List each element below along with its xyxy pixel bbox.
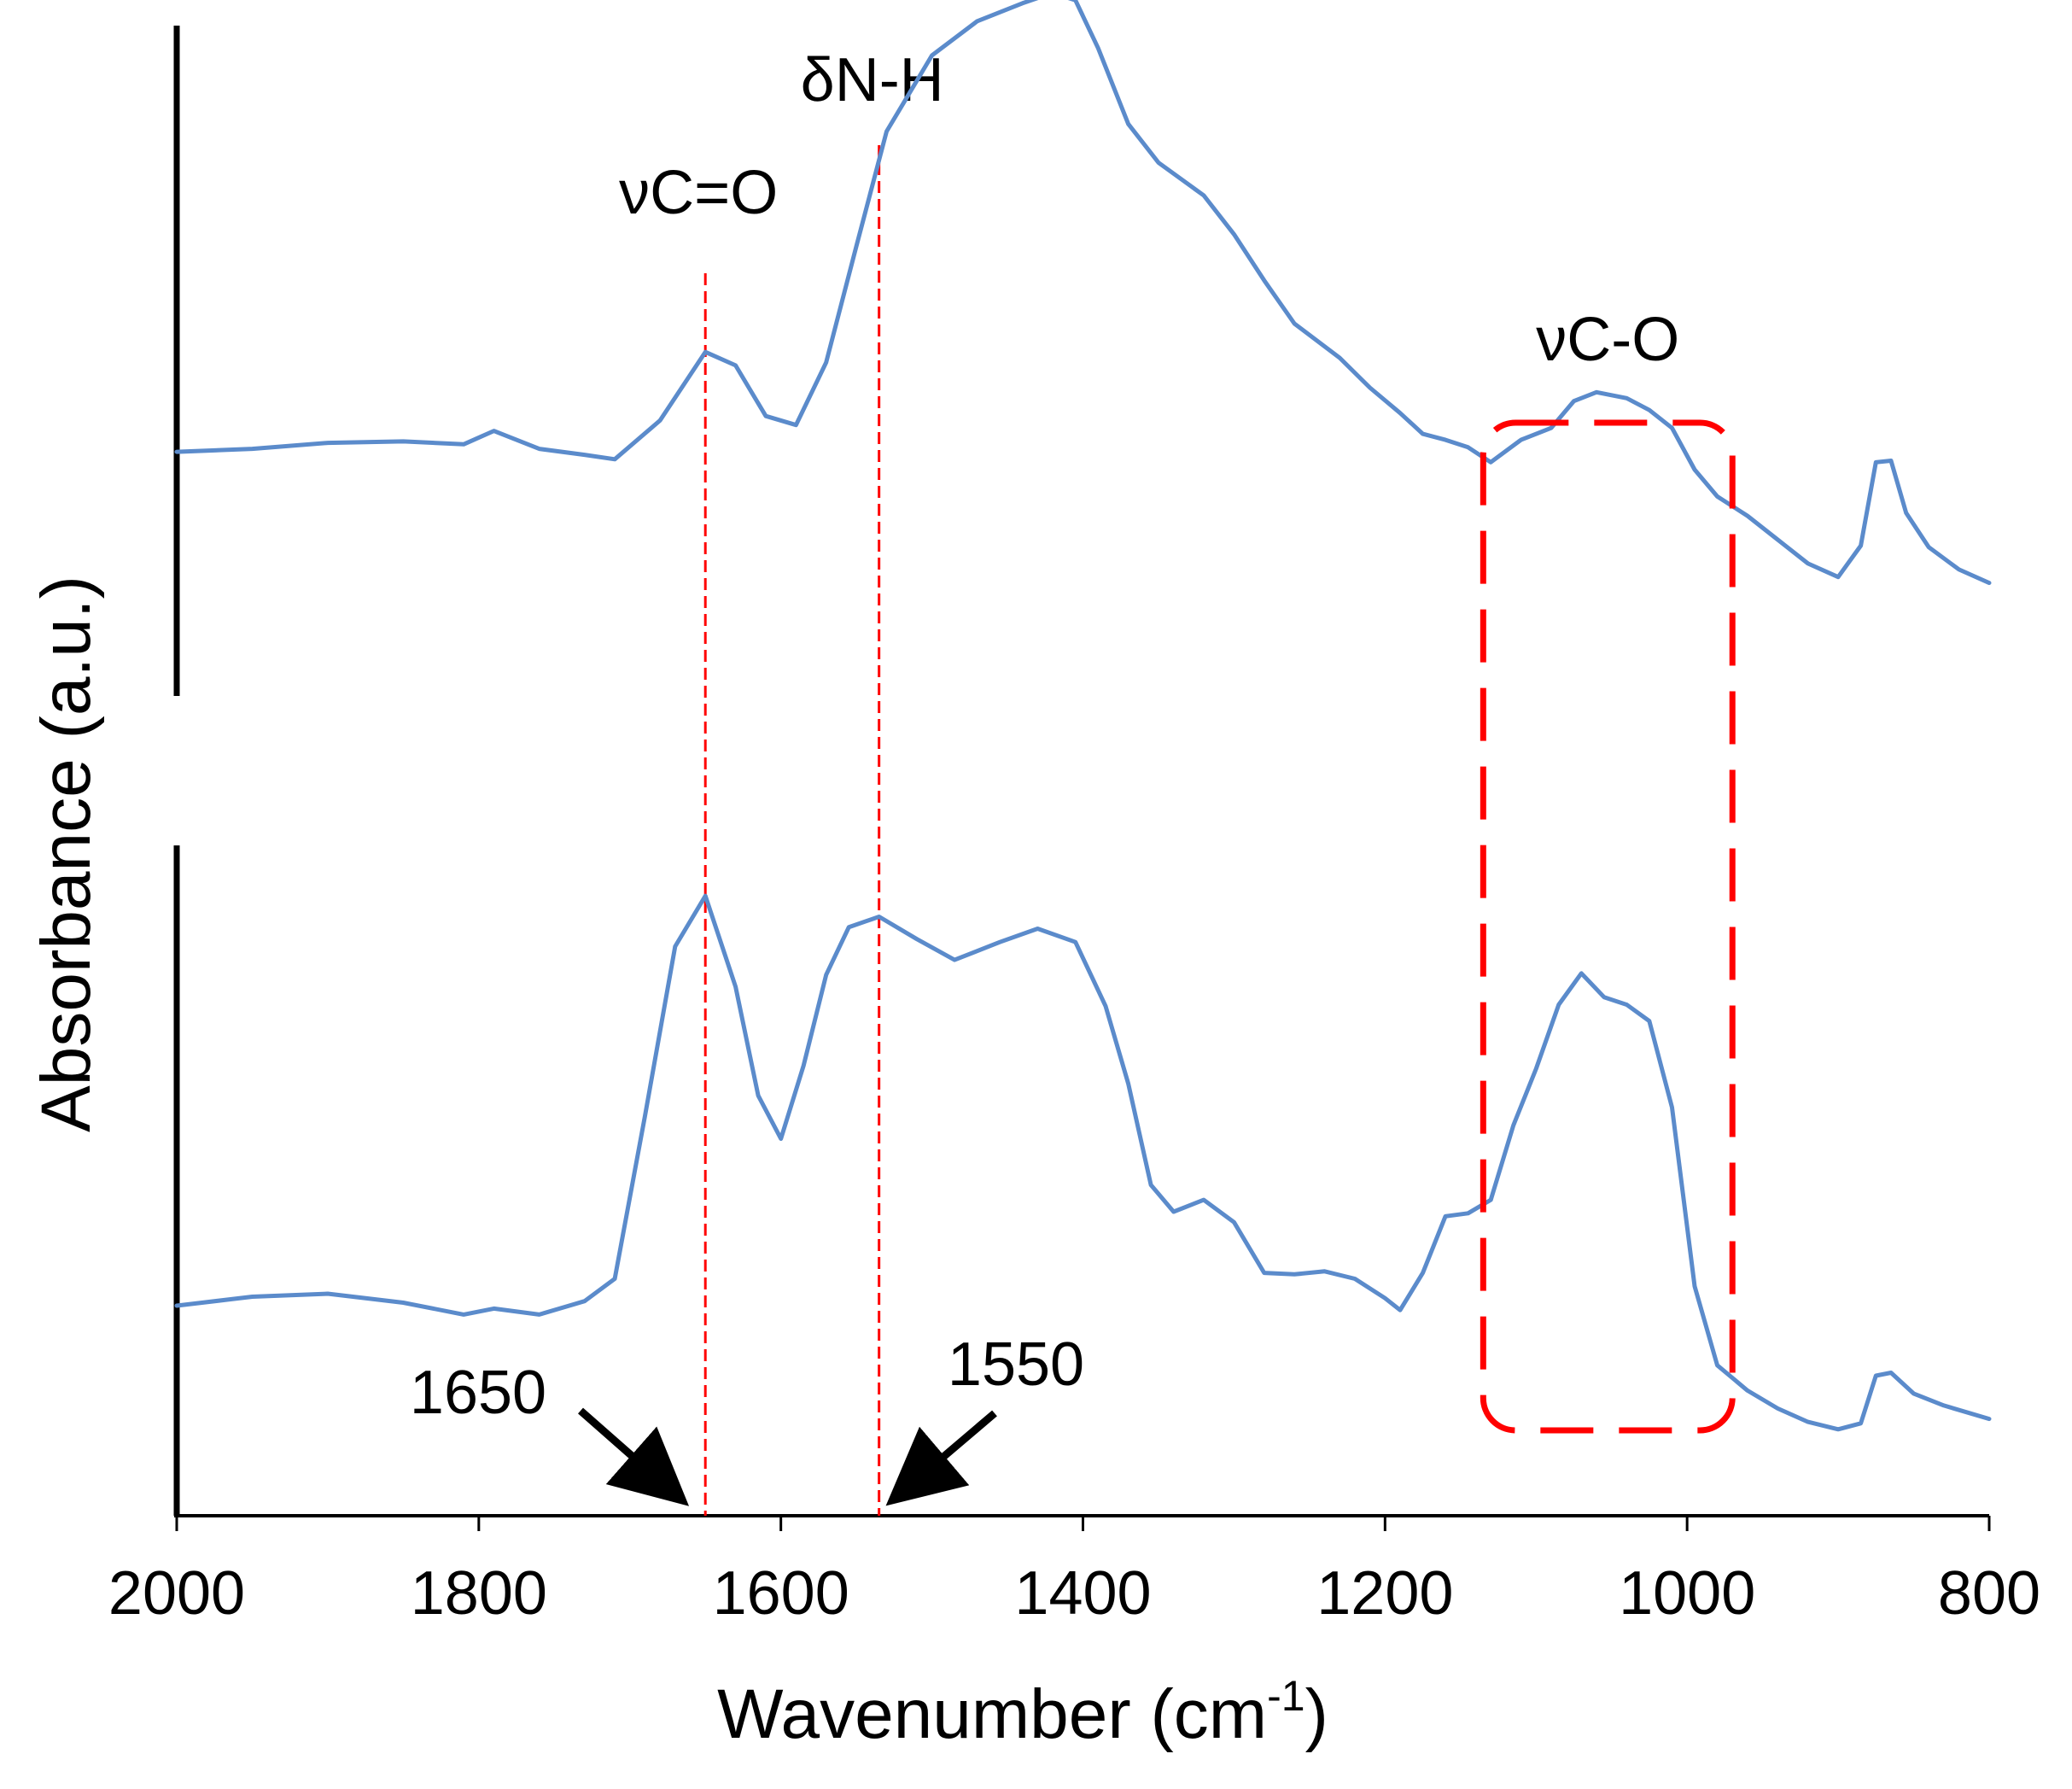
x-axis-title: Wavenumber (cm-1) [717,1672,1328,1753]
arrow-pointer [885,1410,997,1506]
x-tick-label: 1000 [1619,1559,1755,1628]
annotation-line-label: δN-H [801,46,944,114]
annotation-lines: νC=O δN-H [619,46,944,1516]
x-axis-title-close: ) [1305,1675,1328,1753]
annotation-box: νC-O [1480,306,1736,1434]
x-axis-title-main: Wavenumber (cm [717,1675,1267,1753]
annotation-arrows: 1650 1550 [410,1330,1084,1506]
arrow-label: 1650 [410,1359,546,1427]
annotation-line-label: νC=O [619,159,778,227]
annotation-box-frame [1480,419,1736,1434]
spectra-series [174,0,1992,1432]
x-axis: 2000 1800 1600 1400 1200 1000 800 [108,1514,2040,1628]
arrow-label: 1550 [948,1330,1084,1399]
spectrum-line-2 [174,893,1992,1432]
x-tick-label: 1200 [1316,1559,1453,1628]
x-tick-label: 800 [1938,1559,2040,1628]
x-axis-title-superscript: -1 [1267,1672,1304,1720]
x-tick-label: 1600 [713,1559,849,1628]
arrow-pointer [578,1407,690,1506]
y-axis-title: Absorbance (a.u.) [27,576,105,1132]
x-tick-label: 1400 [1014,1559,1151,1628]
annotation-box-label: νC-O [1536,306,1679,374]
spectrum-line-1 [174,0,1992,586]
x-tick-label: 2000 [108,1559,245,1628]
x-tick-label: 1800 [411,1559,547,1628]
